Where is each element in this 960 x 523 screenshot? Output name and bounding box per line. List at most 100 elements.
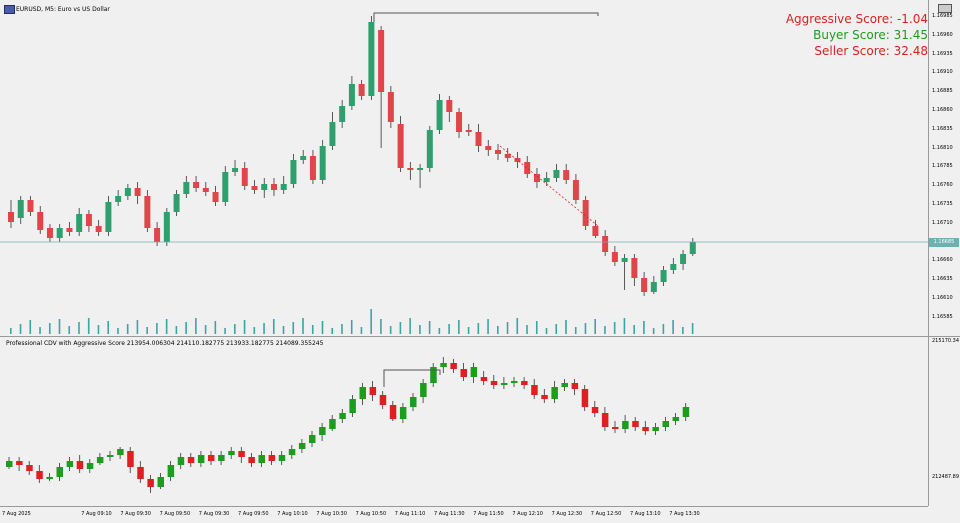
candle-body [358, 84, 365, 96]
bear-candle [36, 465, 43, 483]
bear-candle [8, 200, 14, 228]
candle-body [521, 381, 528, 385]
candle-body [167, 465, 175, 477]
volume-bar [652, 328, 655, 334]
candle-body [682, 407, 690, 417]
bull-candle [682, 403, 690, 421]
candle-body [288, 449, 296, 455]
volume-bar [48, 323, 51, 334]
candle-body [470, 367, 478, 377]
bear-candle [490, 375, 498, 389]
candle-body [631, 258, 638, 278]
bear-candle [16, 457, 23, 471]
bull-candle [417, 164, 424, 188]
volume-bar [691, 323, 694, 334]
candle-body [378, 30, 385, 92]
candle-body [268, 455, 276, 461]
candle-body [212, 192, 219, 202]
aggressive-score: Aggressive Score: -1.04 [785, 12, 928, 26]
bear-candle [572, 174, 579, 204]
volume-bar [253, 327, 256, 334]
candle-body [86, 463, 94, 469]
candle-body [689, 242, 696, 254]
bear-candle [46, 224, 53, 242]
time-label: 7 Aug 09:10 [81, 511, 112, 517]
bear-candle [533, 168, 540, 188]
volume-bar [497, 326, 499, 334]
time-label: 7 Aug 12:10 [512, 511, 543, 517]
bull-candle [232, 160, 239, 176]
volume-bar [409, 318, 411, 334]
volume-bar [458, 320, 460, 334]
bear-candle [446, 96, 453, 122]
bull-candle [17, 196, 24, 224]
candle-body [563, 170, 570, 180]
volume-bar [419, 325, 421, 334]
bear-candle [397, 116, 404, 172]
candle-body [183, 182, 190, 194]
price-scale[interactable]: 1.16985 1.16960 1.16935 1.16910 1.16885 1.168… [928, 0, 960, 336]
candle-body [218, 455, 225, 461]
bull-candle [107, 451, 114, 461]
candle-body [248, 457, 255, 463]
bear-candle [612, 421, 619, 433]
bear-candle [134, 182, 141, 204]
volume-bar [535, 321, 538, 334]
bear-candle [480, 371, 488, 385]
bull-candle [470, 363, 478, 383]
bull-candle [670, 258, 677, 274]
volume-bar [292, 322, 295, 334]
time-axis[interactable]: 7 Aug 2025 7 Aug 09:10 7 Aug 09:30 7 Aug 09… [0, 506, 928, 523]
candle-body [6, 461, 13, 467]
candle-body [602, 236, 609, 252]
bear-candle [581, 385, 589, 411]
volume-bar [370, 309, 372, 334]
bull-candle [319, 423, 326, 441]
time-label: 7 Aug 09:30 [120, 511, 151, 517]
candle-body [27, 200, 34, 212]
candle-body [193, 182, 200, 188]
price-tick: 1.16785 [932, 163, 953, 170]
candle-body [541, 395, 548, 399]
indicator-swing-line [383, 369, 441, 387]
volume-bar [126, 324, 129, 334]
bear-candle [531, 379, 538, 399]
bull-candle [359, 383, 366, 405]
price-tick: 1.16810 [932, 144, 953, 151]
candle-body [339, 106, 346, 122]
bull-candle [183, 176, 190, 198]
candle-body [511, 381, 518, 383]
candle-body [524, 162, 531, 174]
volume-bar [87, 318, 90, 334]
candle-body [339, 413, 346, 419]
bear-candle [611, 246, 618, 266]
price-tick: 1.16660 [932, 257, 953, 264]
price-tick: 1.16710 [932, 219, 953, 226]
bear-candle [268, 451, 276, 465]
price-tick: 1.16935 [932, 50, 953, 57]
candle-body [232, 168, 239, 172]
indicator-scale[interactable]: 215170.34 212487.89 [928, 337, 960, 506]
bull-candle [553, 164, 560, 182]
candle-body [258, 455, 265, 463]
candle-body [280, 184, 287, 190]
bear-candle [524, 156, 531, 178]
candle-body [611, 252, 618, 262]
time-label: 7 Aug 10:30 [316, 511, 347, 517]
volume-bar [107, 321, 109, 334]
candle-body [650, 282, 657, 292]
one-click-trading-icon[interactable] [938, 4, 952, 13]
bear-candle [485, 140, 492, 156]
candle-body [642, 427, 649, 431]
volume-bar [263, 323, 265, 334]
volume-bar [321, 321, 324, 334]
bear-candle [212, 186, 219, 206]
current-price-label: 1.16685 [929, 238, 959, 247]
price-chart-pane[interactable] [0, 0, 928, 336]
pane-separator[interactable] [0, 336, 960, 337]
indicator-pane[interactable] [0, 337, 928, 506]
swing-high-line [373, 12, 599, 22]
candle-body [553, 170, 560, 178]
volume-bar [311, 325, 314, 334]
